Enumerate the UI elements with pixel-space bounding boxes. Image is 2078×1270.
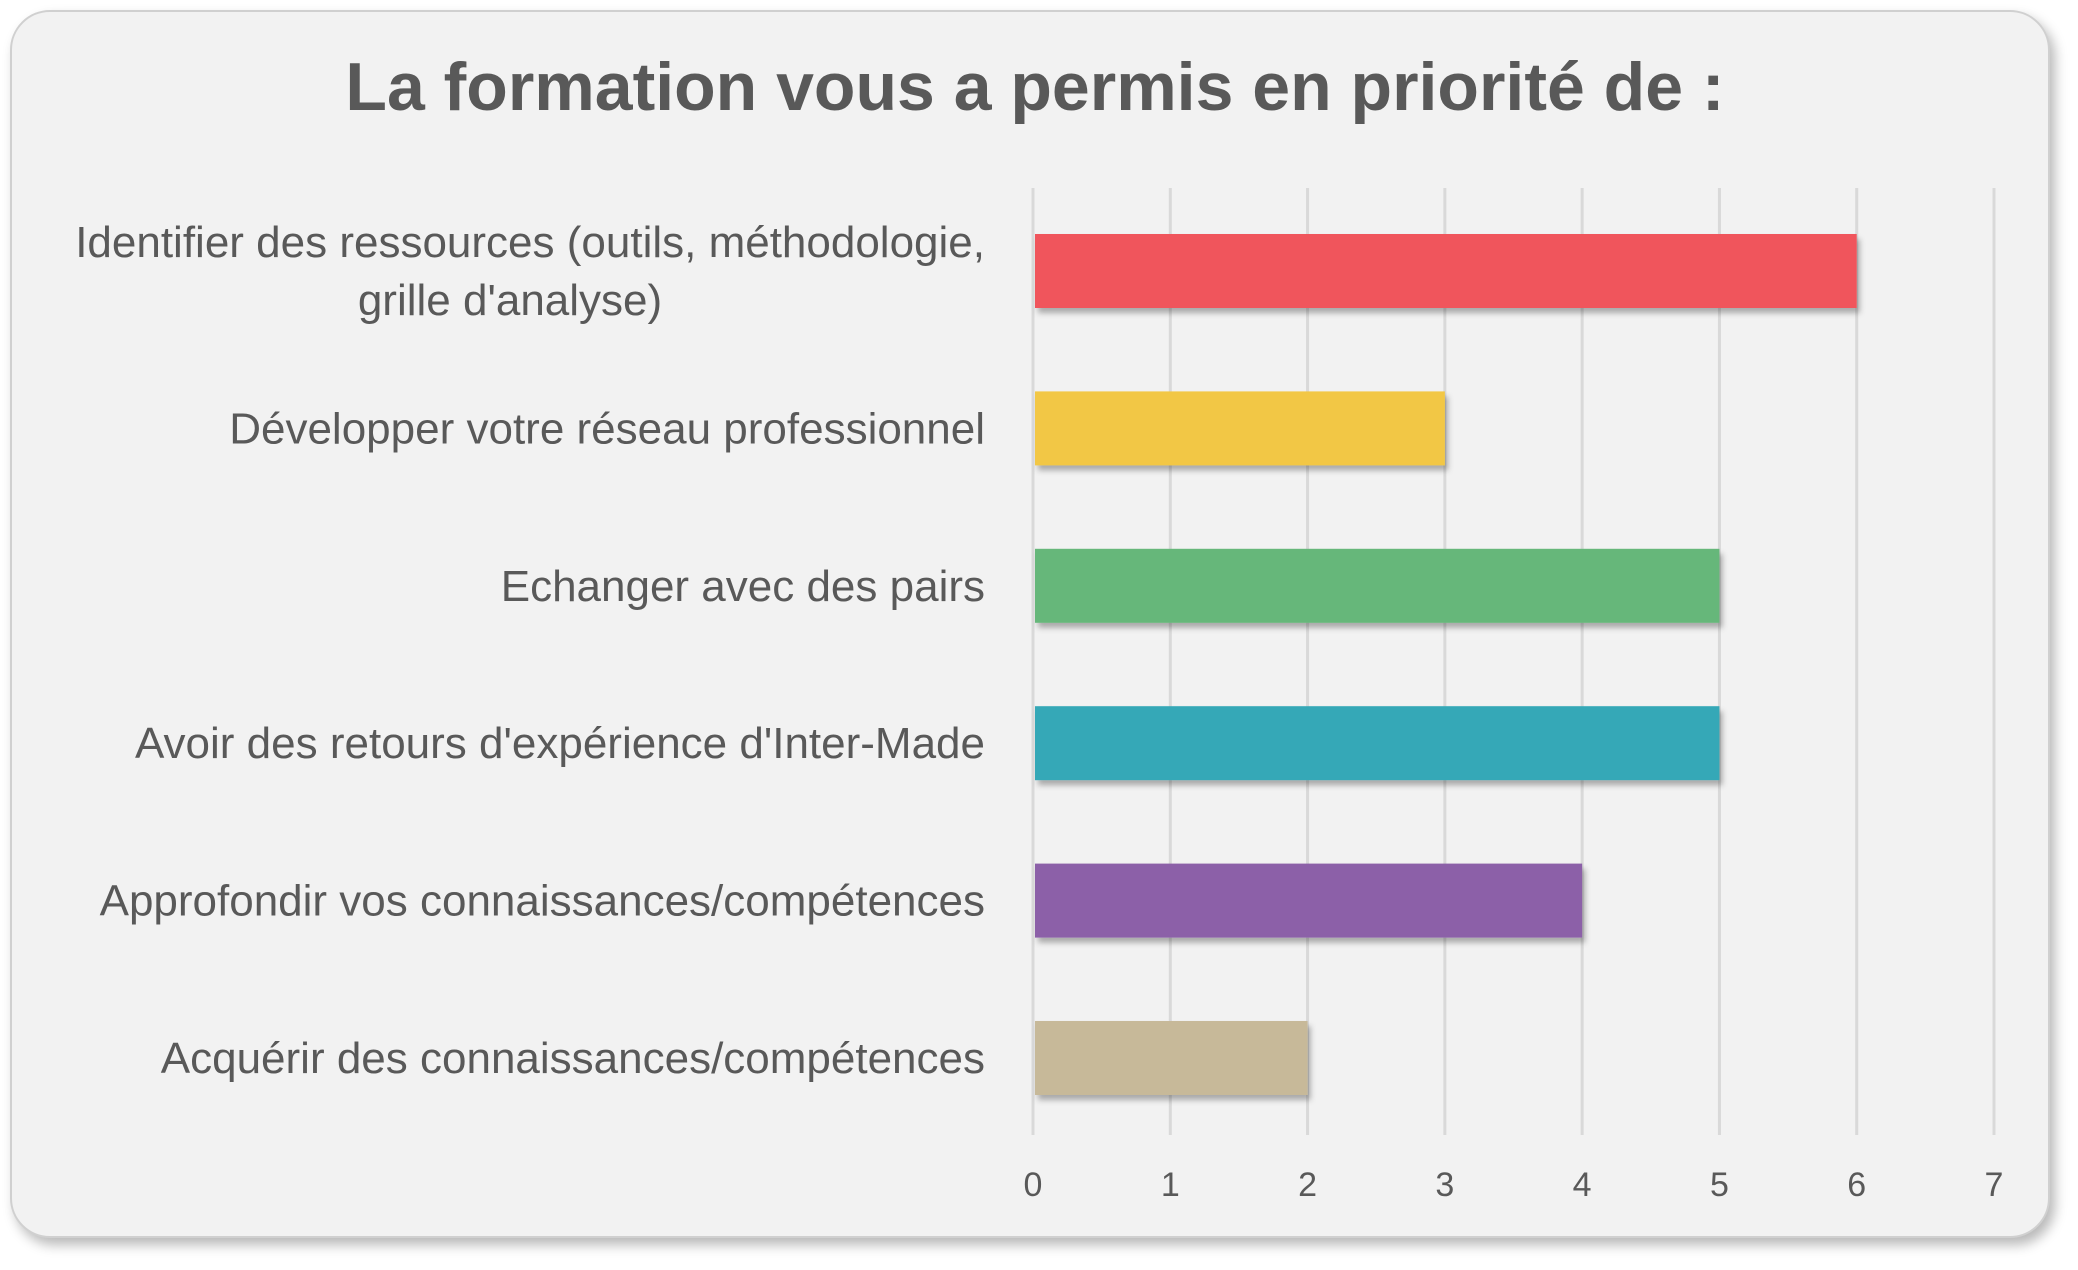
bar bbox=[1035, 548, 1720, 623]
x-tick-label: 0 bbox=[1024, 1166, 1043, 1204]
x-tick-label: 2 bbox=[1298, 1166, 1317, 1204]
category-label: grille d'analyse) bbox=[358, 276, 662, 325]
x-tick-label: 5 bbox=[1710, 1166, 1729, 1204]
bar bbox=[1035, 863, 1583, 938]
bar bbox=[1035, 1021, 1308, 1095]
category-label: Avoir des retours d'expérience d'Inter-M… bbox=[135, 719, 985, 768]
bar bbox=[1035, 706, 1720, 781]
category-label: Développer votre réseau professionnel bbox=[229, 404, 985, 453]
x-tick-label: 4 bbox=[1573, 1166, 1592, 1204]
bar bbox=[1035, 234, 1857, 308]
category-label: Approfondir vos connaissances/compétence… bbox=[100, 877, 985, 926]
bar bbox=[1035, 391, 1445, 466]
x-tick-label: 3 bbox=[1435, 1166, 1454, 1204]
chart-title: La formation vous a permis en priorité d… bbox=[345, 49, 1725, 125]
x-tick-label: 7 bbox=[1985, 1166, 2004, 1204]
x-tick-label: 1 bbox=[1161, 1166, 1180, 1204]
x-tick-label: 6 bbox=[1847, 1166, 1866, 1204]
category-label: Acquérir des connaissances/compétences bbox=[161, 1034, 985, 1083]
category-label: Identifier des ressources (outils, métho… bbox=[75, 218, 985, 267]
chart-card bbox=[10, 10, 2050, 1238]
category-label: Echanger avec des pairs bbox=[501, 562, 985, 611]
